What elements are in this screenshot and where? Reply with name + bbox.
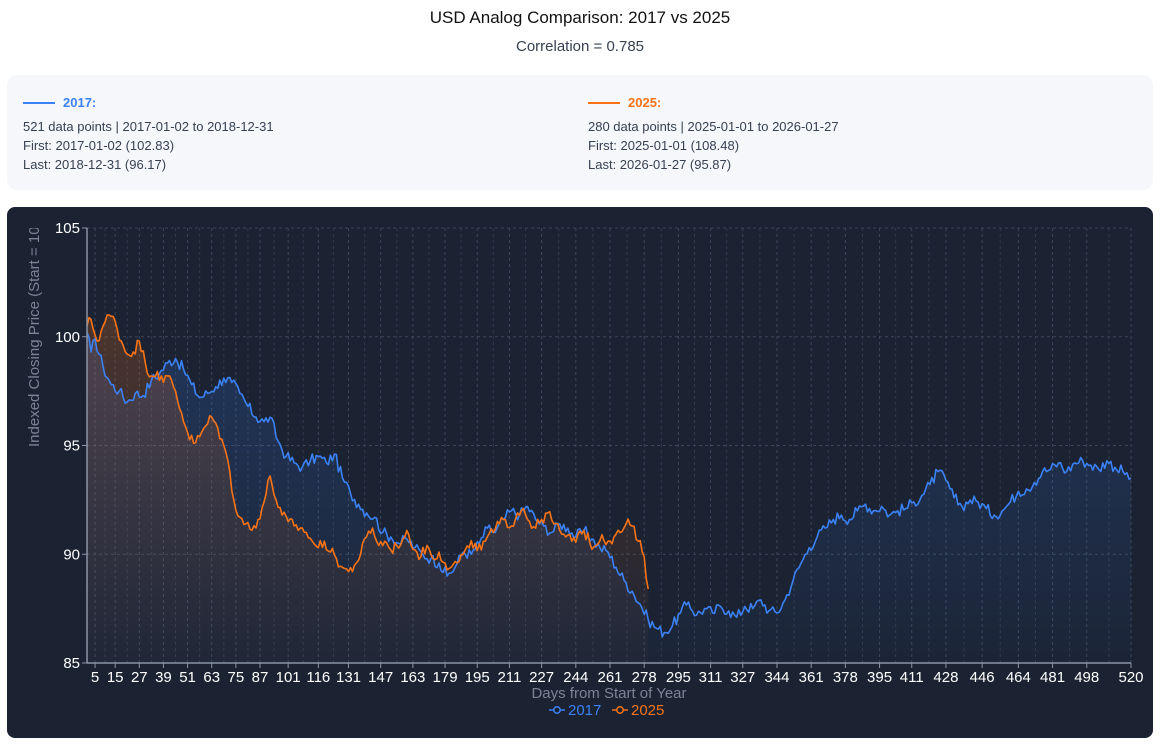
series-area-2025 (87, 315, 649, 663)
legend-label-2025: 2025 (631, 702, 664, 719)
y-tick-label: 105 (55, 220, 80, 237)
x-tick-label: 116 (306, 669, 330, 686)
y-tick-label: 100 (55, 329, 80, 346)
chart-panel: 85 90 95 100 105 5 15 27 39 51 63 75 87 101 116 131 147 1… (7, 207, 1153, 738)
series-first-line-2017: First: 2017-01-02 (102.83) (23, 138, 175, 153)
legend-item-2017: 2017 (549, 702, 601, 719)
x-tick-label: 481 (1040, 669, 1065, 686)
x-tick-label: 87 (252, 669, 269, 686)
legend-label-2017: 2017 (568, 702, 601, 719)
x-tick-label: 179 (433, 669, 458, 686)
line-swatch-2025-icon (588, 101, 620, 104)
x-axis-label: Days from Start of Year (531, 685, 686, 702)
x-tick-label: 51 (179, 669, 196, 686)
x-tick-label: 261 (597, 669, 622, 686)
x-tick-label: 27 (131, 669, 148, 686)
series-info-2025: 2025: 280 data points | 2025-01-01 to 20… (588, 93, 839, 174)
chart-title: USD Analog Comparison: 2017 vs 2025 (429, 8, 731, 27)
y-axis-label-group: Indexed Closing Price (Start = 100) (26, 213, 43, 447)
series-label-2025: 2025: (628, 95, 662, 110)
series-line-2017 (86, 332, 1132, 638)
legend-item-2025: 2025 (612, 702, 664, 719)
y-tick-label: 95 (63, 438, 80, 455)
line-swatch-2017-icon (23, 101, 55, 104)
x-tick-label: 5 (91, 669, 99, 686)
series-first-line-2025: First: 2025-01-01 (108.48) (588, 138, 740, 153)
x-tick-label: 278 (632, 669, 657, 686)
y-tick-label: 90 (63, 546, 80, 563)
series-points-line-2017: 521 data points | 2017-01-02 to 2018-12-… (23, 119, 274, 134)
series-label-2017: 2017: (63, 95, 97, 110)
x-tick-label: 361 (799, 669, 824, 686)
y-tick-label: 85 (63, 655, 80, 672)
x-tick-label: 15 (107, 669, 124, 686)
series-points-line-2025: 280 data points | 2025-01-01 to 2026-01-… (588, 119, 839, 134)
series-info-2017: 2017: 521 data points | 2017-01-02 to 20… (23, 93, 274, 174)
legend-marker-2025-icon (616, 706, 624, 714)
legend-marker-2017-icon (553, 706, 561, 714)
x-tick-label: 378 (833, 669, 858, 686)
x-tick-label: 101 (276, 669, 301, 686)
x-tick-label: 163 (400, 669, 425, 686)
x-tick-label: 227 (529, 669, 554, 686)
x-tick-label: 464 (1006, 669, 1031, 686)
x-tick-label: 395 (867, 669, 892, 686)
x-tick-label: 446 (970, 669, 995, 686)
x-tick-label: 211 (497, 669, 521, 686)
x-tick-label: 327 (730, 669, 755, 686)
series-header-2025: 2025: (588, 93, 839, 112)
series-line-2025 (86, 314, 649, 590)
x-tick-label: 63 (203, 669, 220, 686)
series-header-2017: 2017: (23, 93, 274, 112)
series-last-line-2017: Last: 2018-12-31 (96.17) (23, 157, 167, 172)
x-tick-label: 520 (1118, 669, 1143, 686)
x-tick-label: 411 (900, 669, 924, 686)
x-tick-label: 344 (764, 669, 789, 686)
x-tick-label: 428 (933, 669, 958, 686)
series-info-panel: 2017: 521 data points | 2017-01-02 to 20… (7, 75, 1153, 190)
x-tick-label: 498 (1074, 669, 1099, 686)
x-tick-label: 75 (228, 669, 245, 686)
x-tick-label: 311 (699, 669, 723, 686)
correlation-subtitle: Correlation = 0.785 (516, 38, 644, 55)
y-axis-label: Indexed Closing Price (Start = 100) (26, 213, 43, 447)
x-tick-label: 195 (465, 669, 490, 686)
series-last-line-2025: Last: 2026-01-27 (95.87) (588, 157, 732, 172)
x-tick-label: 244 (563, 669, 588, 686)
x-tick-label: 39 (155, 669, 172, 686)
x-tick-label: 147 (368, 669, 393, 686)
x-tick-label: 131 (336, 669, 361, 686)
x-tick-label: 295 (666, 669, 691, 686)
